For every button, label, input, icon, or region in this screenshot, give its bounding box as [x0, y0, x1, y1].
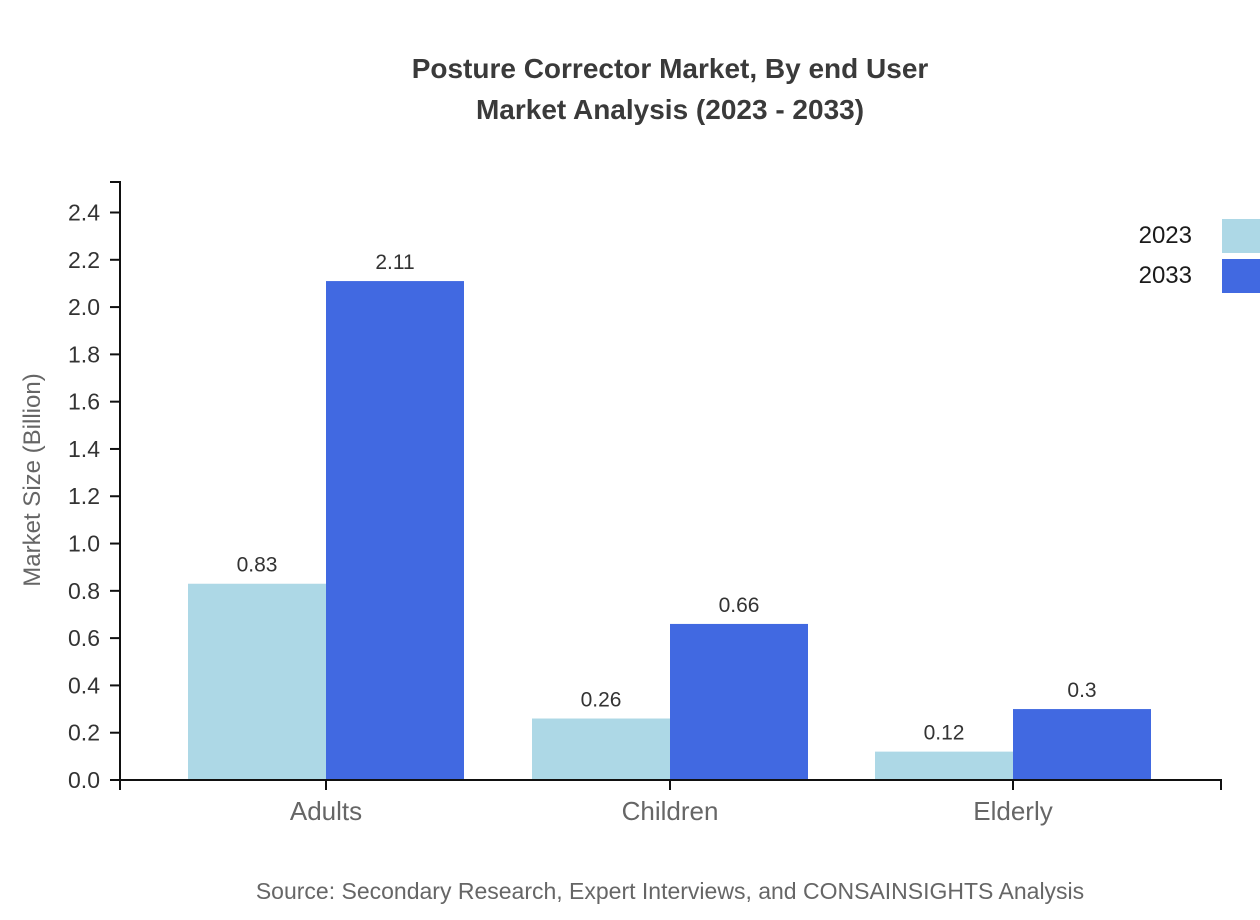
- legend: 2023 2033: [1139, 216, 1260, 296]
- bar-elderly-2033: [1013, 709, 1151, 780]
- value-label-adults-2033: 2.11: [375, 251, 414, 274]
- y-tick-label-2.0: 2.0: [68, 294, 100, 320]
- bar-adults-2033: [326, 281, 464, 780]
- y-tick-label-0.8: 0.8: [68, 578, 100, 604]
- value-label-children-2033: 0.66: [719, 594, 760, 617]
- y-tick-label-1.4: 1.4: [68, 436, 100, 462]
- y-tick-label-0.0: 0.0: [68, 767, 100, 793]
- source-attribution: Source: Secondary Research, Expert Inter…: [255, 878, 1085, 904]
- bar-children-2023: [532, 718, 670, 780]
- legend-swatch-2023: [1222, 219, 1260, 253]
- value-label-children-2023: 0.26: [581, 689, 622, 712]
- y-tick-label-1.0: 1.0: [68, 531, 100, 557]
- x-tick-label-children: Children: [622, 796, 719, 826]
- value-label-elderly-2033: 0.3: [1067, 679, 1096, 702]
- value-label-elderly-2023: 0.12: [924, 722, 965, 745]
- bar-elderly-2023: [875, 751, 1013, 780]
- legend-item-2023: 2023: [1139, 216, 1260, 256]
- legend-item-2033: 2033: [1139, 256, 1260, 296]
- y-tick-label-0.6: 0.6: [68, 625, 100, 651]
- y-tick-label-2.4: 2.4: [68, 199, 100, 225]
- y-tick-label-2.2: 2.2: [68, 247, 100, 273]
- bar-adults-2023: [188, 583, 326, 780]
- chart-title: Posture Corrector Market, By end User Ma…: [80, 48, 1260, 130]
- chart-title-line2: Market Analysis (2023 - 2033): [475, 94, 865, 125]
- y-tick-label-1.2: 1.2: [68, 483, 100, 509]
- y-tick-label-0.2: 0.2: [68, 720, 100, 746]
- legend-label-2033: 2033: [1138, 262, 1192, 289]
- chart-title-line1: Posture Corrector Market, By end User: [411, 53, 929, 84]
- y-axis-line: [110, 181, 121, 780]
- y-tick-label-1.8: 1.8: [68, 341, 100, 367]
- legend-swatch-2033: [1222, 259, 1260, 293]
- x-tick-label-adults: Adults: [290, 796, 362, 826]
- bar-children-2033: [670, 623, 808, 780]
- legend-label-2023: 2023: [1138, 222, 1192, 249]
- y-tick-label-1.6: 1.6: [68, 389, 100, 415]
- value-label-adults-2023: 0.83: [237, 554, 278, 577]
- y-tick-label-0.4: 0.4: [68, 672, 100, 698]
- x-tick-label-elderly: Elderly: [973, 796, 1052, 826]
